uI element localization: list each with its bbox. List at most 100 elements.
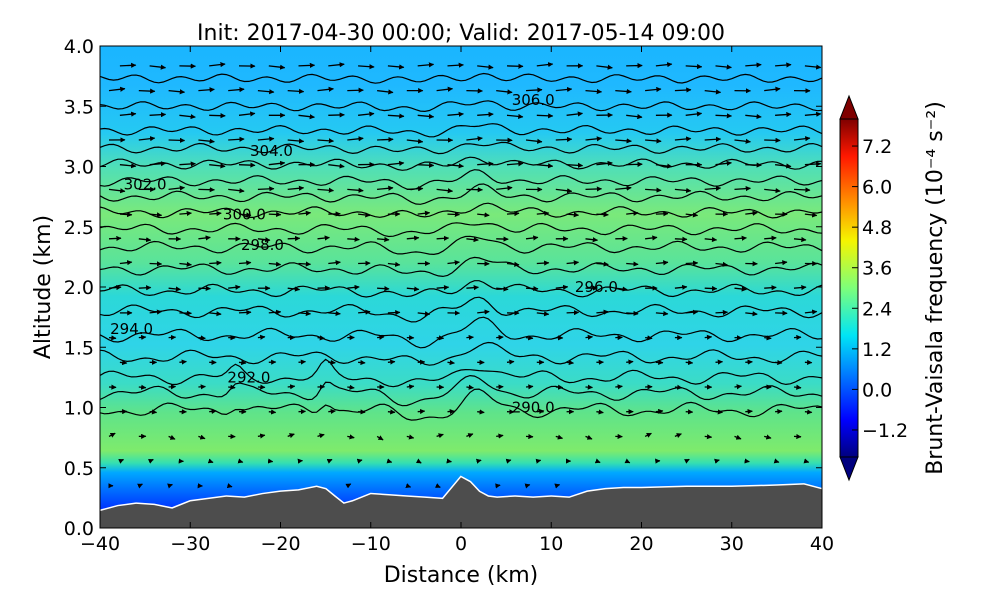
wind-arrow bbox=[358, 362, 365, 363]
stability-field bbox=[100, 46, 822, 528]
wind-arrow bbox=[448, 461, 452, 462]
plot-area bbox=[100, 39, 822, 528]
y-tick-label: 2.0 bbox=[64, 277, 94, 299]
colorbar-extend-top bbox=[840, 96, 858, 119]
wind-arrow bbox=[407, 386, 414, 387]
wind-arrow bbox=[209, 411, 216, 412]
wind-arrow bbox=[735, 39, 751, 41]
wind-arrow bbox=[109, 41, 125, 42]
colorbar-tick-label: 3.6 bbox=[862, 258, 892, 280]
wind-arrow bbox=[179, 362, 186, 363]
wind-arrow bbox=[150, 264, 162, 265]
wind-arrow bbox=[745, 362, 752, 363]
y-tick-label: 0.0 bbox=[64, 518, 94, 540]
wind-arrow bbox=[794, 41, 810, 43]
wind-arrow bbox=[269, 461, 273, 462]
contour-label: 304.0 bbox=[250, 142, 293, 160]
wind-arrow bbox=[735, 238, 747, 239]
colorbar-ticks: −1.20.01.22.43.64.86.07.2 bbox=[852, 136, 908, 442]
wind-arrow bbox=[537, 460, 541, 461]
wind-arrow bbox=[686, 66, 702, 67]
wind-arrow bbox=[466, 287, 478, 288]
x-axis-label: Distance (km) bbox=[384, 563, 539, 588]
wind-arrow bbox=[656, 214, 668, 215]
colorbar-tick-label: 4.8 bbox=[862, 217, 892, 239]
x-tick-label: 40 bbox=[810, 533, 834, 555]
x-tick-label: 30 bbox=[720, 533, 744, 555]
wind-arrow bbox=[466, 387, 473, 388]
colorbar-tick-label: 0.0 bbox=[862, 379, 892, 401]
wind-arrow bbox=[198, 387, 205, 388]
wind-arrow bbox=[109, 238, 121, 239]
wind-arrow bbox=[288, 386, 295, 387]
wind-arrow bbox=[686, 263, 698, 264]
wind-arrow bbox=[448, 362, 455, 363]
wind-arrow bbox=[139, 91, 155, 92]
wind-arrow bbox=[537, 263, 549, 264]
wind-arrow bbox=[626, 264, 638, 265]
colorbar-tick-label: −1.2 bbox=[862, 420, 908, 442]
colorbar-gradient bbox=[840, 119, 858, 457]
wind-arrow bbox=[716, 115, 732, 116]
wind-arrow bbox=[705, 436, 712, 437]
wind-arrow bbox=[466, 337, 473, 338]
wind-arrow bbox=[556, 387, 563, 388]
colorbar-tick-label: 1.2 bbox=[862, 339, 892, 361]
x-tick-label: −20 bbox=[260, 533, 300, 555]
wind-arrow bbox=[567, 165, 583, 166]
colorbar: −1.20.01.22.43.64.86.07.2 Brunt-Vaisala … bbox=[840, 96, 948, 480]
wind-arrow bbox=[686, 362, 693, 363]
wind-arrow bbox=[596, 214, 608, 215]
wind-arrow bbox=[377, 288, 389, 289]
wind-arrow bbox=[258, 337, 265, 338]
y-axis-label: Altitude (km) bbox=[31, 215, 56, 359]
wind-arrow bbox=[328, 411, 335, 412]
wind-arrow bbox=[586, 387, 593, 388]
wind-arrow bbox=[656, 411, 663, 412]
wind-arrow bbox=[745, 165, 761, 166]
y-tick-label: 1.0 bbox=[64, 398, 94, 420]
wind-arrow bbox=[377, 139, 393, 140]
wind-arrow bbox=[347, 90, 363, 91]
wind-arrow bbox=[418, 411, 425, 412]
wind-arrow bbox=[675, 239, 687, 240]
colorbar-label: Brunt-Vaisala frequency (10⁻⁴ s⁻²) bbox=[923, 101, 948, 475]
wind-arrow bbox=[448, 214, 460, 215]
x-tick-label: 0 bbox=[455, 533, 467, 555]
wind-arrow bbox=[328, 115, 344, 116]
wind-arrow bbox=[150, 412, 157, 413]
wind-arrow bbox=[745, 461, 749, 462]
wind-arrow bbox=[507, 213, 519, 214]
colorbar-tick-label: 2.4 bbox=[862, 298, 892, 320]
wind-arrow bbox=[477, 460, 481, 461]
colorbar-tick-label: 6.0 bbox=[862, 177, 892, 199]
wind-arrow bbox=[764, 338, 771, 339]
contour-label: 296.0 bbox=[575, 278, 618, 296]
wind-arrow bbox=[526, 386, 533, 387]
y-tick-label: 1.5 bbox=[64, 337, 94, 359]
wind-arrow bbox=[120, 65, 136, 66]
colorbar-extend-bottom bbox=[840, 457, 858, 480]
wind-arrow bbox=[596, 412, 603, 413]
wind-arrow bbox=[764, 140, 780, 141]
contour-label: 298.0 bbox=[241, 236, 284, 254]
wind-arrow bbox=[328, 313, 340, 314]
wind-arrow bbox=[705, 337, 712, 338]
wind-arrow bbox=[745, 411, 752, 412]
wind-arrow bbox=[775, 411, 782, 412]
wind-arrow bbox=[675, 90, 691, 91]
wind-arrow bbox=[407, 189, 423, 190]
wind-arrow bbox=[209, 115, 225, 116]
wind-arrow bbox=[448, 411, 455, 412]
wind-arrow bbox=[805, 412, 812, 413]
x-tick-label: 10 bbox=[539, 533, 563, 555]
wind-arrow bbox=[269, 214, 281, 215]
wind-arrow bbox=[239, 362, 246, 363]
contour-label: 300.0 bbox=[223, 206, 266, 224]
wind-arrow bbox=[299, 264, 311, 265]
x-tick-label: −10 bbox=[351, 533, 391, 555]
wind-arrow bbox=[626, 313, 638, 314]
wind-arrow bbox=[318, 338, 325, 339]
wind-arrow bbox=[120, 362, 127, 363]
